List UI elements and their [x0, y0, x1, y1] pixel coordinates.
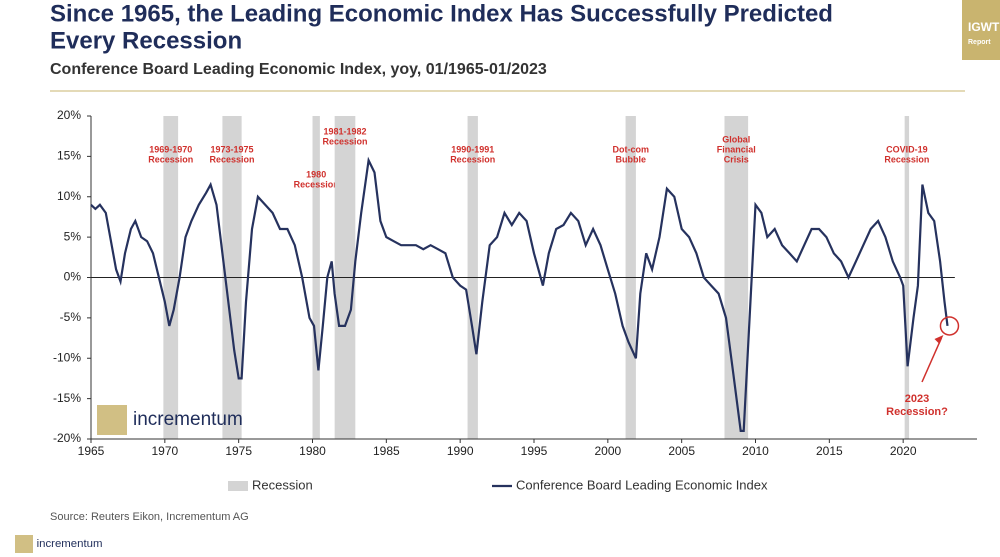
brand-box [962, 0, 1000, 60]
x-tick-label: 1965 [78, 444, 105, 458]
recession-label: Recession [294, 179, 339, 189]
footer-logo: incrementum [37, 538, 103, 550]
title: Every Recession [50, 27, 242, 54]
legend-recession-swatch [228, 481, 248, 491]
recession-label: Recession [148, 154, 193, 164]
y-tick-label: -5% [60, 310, 82, 324]
arrow-head [934, 334, 944, 344]
recession-label: Recession [884, 154, 929, 164]
recession-label: Bubble [615, 154, 646, 164]
x-tick-label: 1970 [151, 444, 178, 458]
recession-label: Global [722, 134, 750, 144]
recession-label: COVID-19 [886, 144, 928, 154]
y-tick-label: 20% [57, 108, 81, 122]
recession-label: Recession [210, 154, 255, 164]
legend-label: Recession [252, 477, 313, 492]
logo: incrementum [133, 409, 243, 430]
recession-label: 1969-1970 [149, 144, 192, 154]
x-tick-label: 1975 [225, 444, 252, 458]
series-line [90, 156, 949, 432]
brand: Report [968, 39, 991, 46]
brand: IGWT [968, 20, 1000, 34]
y-tick-label: 5% [64, 229, 82, 243]
y-tick-label: 0% [64, 270, 82, 284]
y-tick-label: -20% [53, 431, 81, 445]
x-tick-label: 2020 [890, 444, 917, 458]
recession-label: 1981-1982 [323, 126, 366, 136]
recession-label: 1990-1991 [451, 144, 494, 154]
recession-label: 1980 [306, 169, 326, 179]
y-tick-label: 15% [57, 149, 81, 163]
x-tick-label: 1980 [299, 444, 326, 458]
annotation: Recession? [886, 406, 948, 418]
logo-icon [97, 405, 127, 435]
x-tick-label: 1995 [521, 444, 548, 458]
footer-logo-icon [15, 535, 33, 553]
y-tick-label: 10% [57, 189, 81, 203]
highlight-circle [939, 316, 960, 336]
recession-label: Crisis [724, 154, 749, 164]
recession-label: Recession [450, 154, 495, 164]
y-tick-label: -10% [53, 350, 81, 364]
subtitle: Conference Board Leading Economic Index,… [50, 61, 547, 78]
title: Since 1965, the Leading Economic Index H… [50, 0, 833, 27]
y-tick-label: -15% [53, 391, 81, 405]
x-tick-label: 2000 [594, 444, 621, 458]
recession-label: Financial [717, 144, 756, 154]
recession-label: Recession [322, 136, 367, 146]
recession-label: Dot-com [612, 144, 649, 154]
x-tick-label: 1985 [373, 444, 400, 458]
source: Source: Reuters Eikon, Incrementum AG [50, 511, 249, 523]
x-tick-label: 2010 [742, 444, 769, 458]
legend-label: Conference Board Leading Economic Index [516, 477, 768, 492]
annotation-arrow [921, 337, 943, 383]
recession-label: 1973-1975 [210, 144, 253, 154]
x-tick-label: 2005 [668, 444, 695, 458]
x-tick-label: 1990 [447, 444, 474, 458]
x-tick-label: 2015 [816, 444, 843, 458]
annotation: 2023 [905, 393, 929, 405]
